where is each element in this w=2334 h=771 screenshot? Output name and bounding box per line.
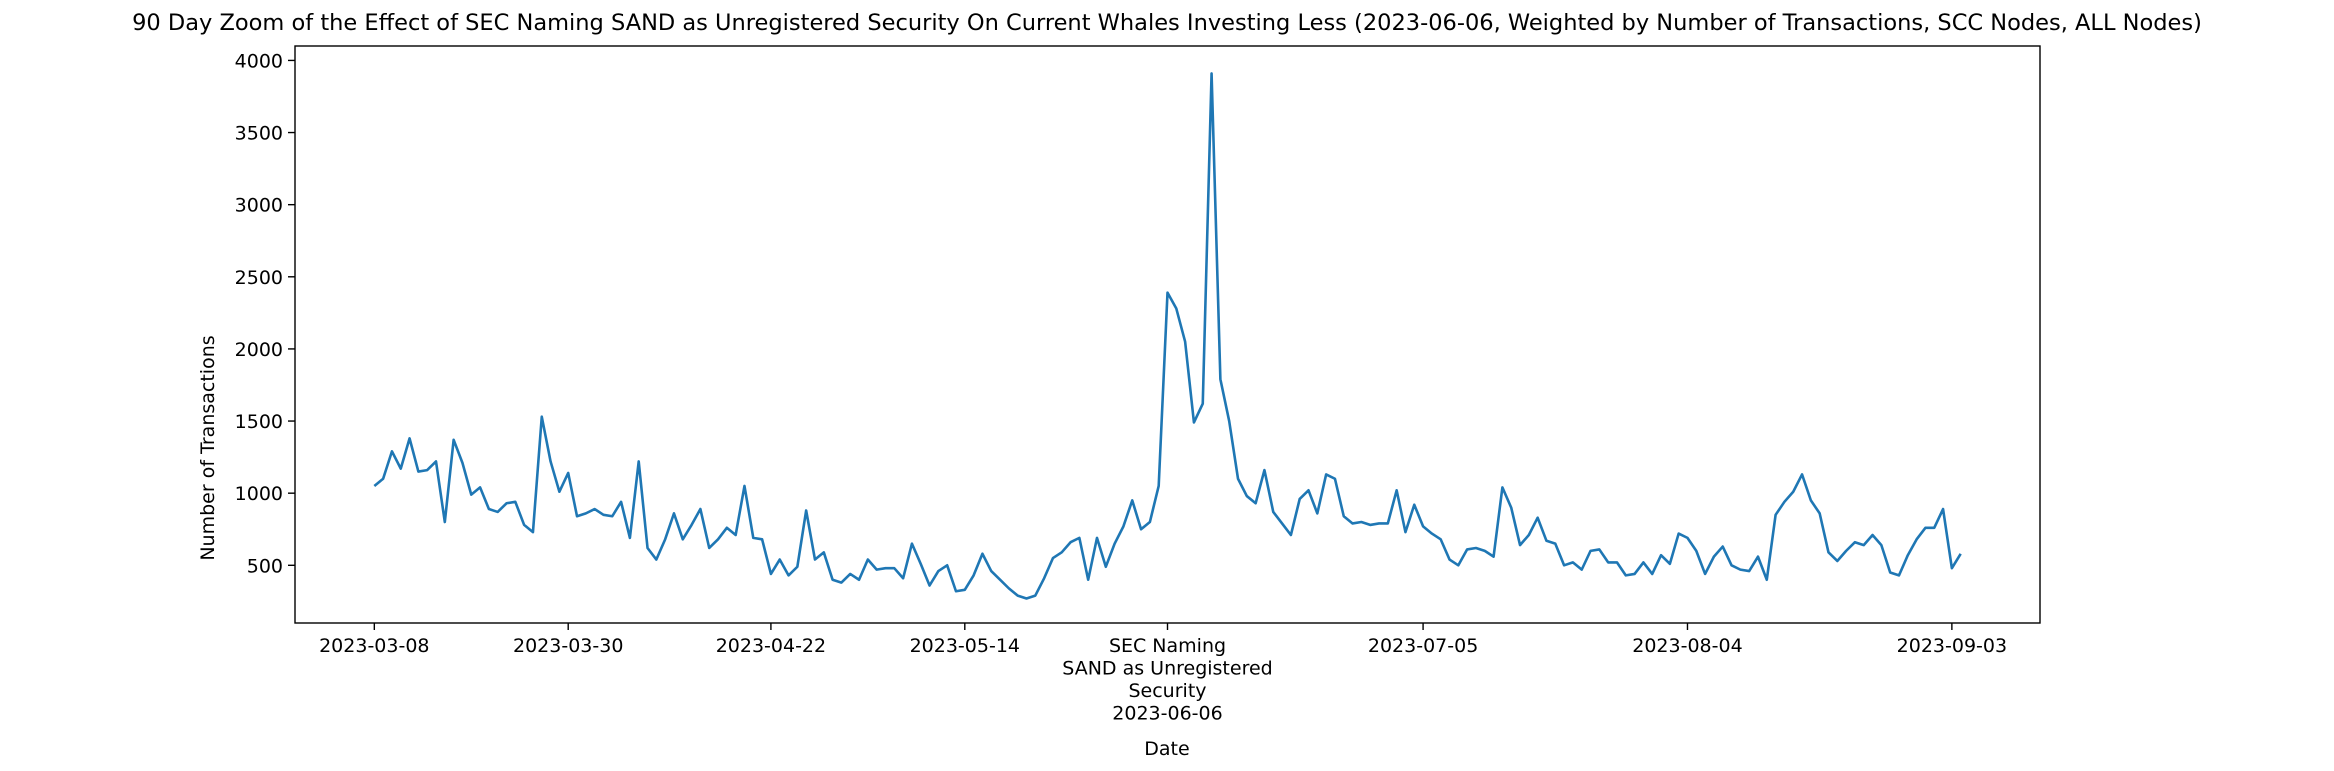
x-tick-label: 2023-03-30 [513,635,623,657]
x-tick-label: 2023-04-22 [716,635,826,657]
y-tick-label: 3000 [235,195,283,217]
x-tick-label: SEC Naming [1109,635,1226,657]
y-tick-label: 2500 [235,267,283,289]
y-axis: 500 1000 1500 2000 2500 3000 3500 4000 [235,50,295,577]
x-tick-label: 2023-03-08 [319,635,429,657]
series-line [373,72,1962,600]
y-tick-label: 3500 [235,123,283,145]
x-axis: 2023-03-08 2023-03-30 2023-04-22 2023-05-14… [319,623,2007,725]
x-tick-label: 2023-05-14 [910,635,1020,657]
y-tick-label: 1000 [235,483,283,505]
x-tick-label: 2023-06-06 [1112,703,1222,725]
y-tick-label: 500 [247,555,283,577]
y-tick-label: 2000 [235,339,283,361]
x-tick-label: SAND as Unregistered [1062,658,1272,680]
x-tick-label: 2023-08-04 [1632,635,1742,657]
x-tick-label: 2023-07-05 [1368,635,1478,657]
x-tick-label: 2023-09-03 [1897,635,2007,657]
plot-area [294,45,2041,624]
x-tick-label: Security [1128,680,1206,702]
y-tick-label: 4000 [235,50,283,72]
x-axis-label: Date [1144,738,1189,760]
plot-frame [294,45,2041,624]
chart-title: 90 Day Zoom of the Effect of SEC Naming … [132,10,2202,36]
y-axis-label: Number of Transactions [197,335,219,560]
y-tick-label: 1500 [235,411,283,433]
